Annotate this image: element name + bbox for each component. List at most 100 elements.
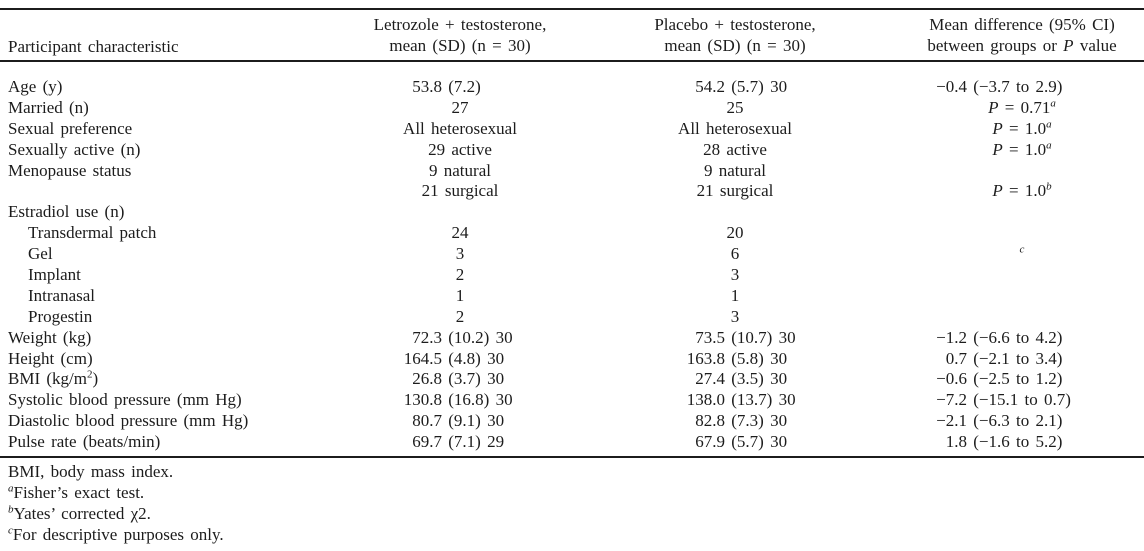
row-gel: Gel 3 6 c <box>0 244 1144 265</box>
footnote-marker: a <box>1046 139 1052 152</box>
cell-difference: −7.2 (−15.1 to 0.7) <box>936 390 1071 410</box>
cell-letrozole: 53.8 (7.2) <box>412 77 481 96</box>
footnote-marker: a <box>1050 97 1056 110</box>
cell-empty <box>340 202 580 223</box>
row-label: Diastolic blood pressure (mm Hg) <box>8 411 249 431</box>
row-label: Height (cm) <box>8 348 93 368</box>
row-label: Weight (kg) <box>8 327 92 347</box>
cell-difference: −1.2 (−6.6 to 4.2) <box>936 327 1063 347</box>
row-label: Sexually active (n) <box>8 139 141 159</box>
cell-empty <box>890 286 1144 307</box>
cell-empty <box>890 307 1144 328</box>
footnote-marker: a <box>8 482 14 495</box>
row-label: BMI (kg/m2) <box>8 368 99 389</box>
cell-empty <box>890 202 1144 223</box>
cell-placebo: 54.2 (5.7) 30 <box>695 77 788 96</box>
cell-placebo: 27.4 (3.5) 30 <box>695 369 788 389</box>
header-mean-difference-line2: between groups or P value <box>927 36 1117 55</box>
row-estradiol-use: Estradiol use (n) <box>0 202 1144 223</box>
row-menopause-status: Menopause status 9 natural 9 natural <box>0 161 1144 182</box>
table-top-rule <box>0 8 1144 10</box>
row-sexually-active: Sexually active (n) 29 active 28 active … <box>0 140 1144 161</box>
header-letrozole-group: Letrozole + testosterone, mean (SD) (n =… <box>340 10 580 60</box>
row-weight: Weight (kg) 72.3 (10.2) 30 73.5 (10.7) 3… <box>0 328 1144 349</box>
footnote-abbreviation: BMI, body mass index. <box>8 462 174 482</box>
cell-placebo: 73.5 (10.7) 30 <box>695 327 796 347</box>
table-header-row: Participant characteristic Letrozole + t… <box>0 10 1144 60</box>
cell-p-value: P = 1.0a <box>992 139 1052 159</box>
cell-placebo: 21 surgical <box>696 181 774 201</box>
cell-p-value: P = 0.71a <box>988 97 1056 117</box>
cell-placebo: 138.0 (13.7) 30 <box>686 390 796 410</box>
cell-letrozole: 26.8 (3.7) 30 <box>412 369 505 389</box>
row-systolic-bp: Systolic blood pressure (mm Hg) 130.8 (1… <box>0 390 1144 411</box>
cell-letrozole: 2 <box>455 265 465 285</box>
footnote-marker: b <box>8 503 14 516</box>
row-pulse-rate: Pulse rate (beats/min) 69.7 (7.1) 29 67.… <box>0 432 1144 453</box>
cell-difference: 1.8 (−1.6 to 5.2) <box>945 432 1063 452</box>
cell-placebo: 67.9 (5.7) 30 <box>695 432 788 452</box>
cell-difference: −0.4 (−3.7 to 2.9) <box>936 77 1063 96</box>
row-label: Married (n) <box>8 97 89 117</box>
cell-letrozole: 3 <box>455 244 465 264</box>
row-age: Age (y) 53.8 (7.2) 54.2 (5.7) 30 −0.4 (−… <box>0 77 1144 98</box>
header-placebo-line1: Placebo + testosterone, <box>654 15 816 34</box>
cell-difference: −0.6 (−2.5 to 1.2) <box>936 369 1063 389</box>
row-intranasal: Intranasal 1 1 <box>0 286 1144 307</box>
row-married: Married (n) 27 25 P = 0.71a <box>0 98 1144 119</box>
footnote-b: bYates’ corrected χ2. <box>8 503 151 524</box>
cell-empty <box>890 265 1144 286</box>
header-placebo-group: Placebo + testosterone, mean (SD) (n = 3… <box>580 10 890 60</box>
row-label: Progestin <box>28 306 93 326</box>
cell-empty <box>580 202 890 223</box>
cell-letrozole: 1 <box>455 285 465 305</box>
cell-placebo: 20 <box>726 223 744 243</box>
cell-letrozole: All heterosexual <box>403 118 517 138</box>
cell-placebo: 9 natural <box>704 160 766 180</box>
cell-letrozole: 9 natural <box>429 160 491 180</box>
cell-letrozole: 29 active <box>428 139 492 159</box>
table-bottom-rule <box>0 456 1144 459</box>
row-label: Menopause status <box>8 160 132 180</box>
cell-letrozole: 130.8 (16.8) 30 <box>403 390 513 410</box>
footnote-marker: b <box>1046 180 1052 193</box>
cell-difference: 0.7 (−2.1 to 3.4) <box>945 348 1063 368</box>
header-mean-difference: Mean difference (95% CI) between groups … <box>890 10 1144 60</box>
header-letrozole-line1: Letrozole + testosterone, <box>373 15 547 34</box>
footnote-marker: c <box>8 524 13 537</box>
cell-p-value: P = 1.0a <box>992 118 1052 138</box>
row-label: Estradiol use (n) <box>8 202 125 222</box>
header-placebo-line2: mean (SD) (n = 30) <box>664 36 806 55</box>
cell-placebo: 28 active <box>703 139 767 159</box>
cell-placebo: 82.8 (7.3) 30 <box>695 411 788 431</box>
table-body: Age (y) 53.8 (7.2) 54.2 (5.7) 30 −0.4 (−… <box>0 62 1144 456</box>
row-label: Transdermal patch <box>28 223 157 243</box>
footnote-marker: a <box>1046 118 1052 131</box>
row-label: Implant <box>28 265 81 285</box>
row-bmi: BMI (kg/m2) 26.8 (3.7) 30 27.4 (3.5) 30 … <box>0 369 1144 390</box>
header-divider-rule <box>0 60 1144 62</box>
cell-letrozole: 27 <box>451 97 469 117</box>
cell-placebo: 25 <box>726 97 744 117</box>
row-label <box>0 181 340 202</box>
cell-placebo: 163.8 (5.8) 30 <box>686 348 788 368</box>
cell-empty <box>890 161 1144 182</box>
row-height: Height (cm) 164.5 (4.8) 30 163.8 (5.8) 3… <box>0 349 1144 370</box>
cell-footnote-marker: c <box>890 244 1144 265</box>
footnote-a: aFisher’s exact test. <box>8 482 145 503</box>
row-menopause-status-cont: 21 surgical 21 surgical P = 1.0b <box>0 181 1144 202</box>
cell-letrozole: 69.7 (7.1) 29 <box>412 432 505 452</box>
cell-placebo: 6 <box>730 244 740 264</box>
row-implant: Implant 2 3 <box>0 265 1144 286</box>
cell-letrozole: 72.3 (10.2) 30 <box>412 327 513 347</box>
header-letrozole-line2: mean (SD) (n = 30) <box>389 36 531 55</box>
row-label: Age (y) <box>8 77 63 96</box>
row-sexual-preference: Sexual preference All heterosexual All h… <box>0 119 1144 140</box>
cell-p-value: P = 1.0b <box>992 180 1052 201</box>
row-progestin: Progestin 2 3 <box>0 307 1144 328</box>
row-label: Systolic blood pressure (mm Hg) <box>8 390 242 410</box>
table-footnotes: BMI, body mass index. aFisher’s exact te… <box>0 458 1144 545</box>
footnote-c: cFor descriptive purposes only. <box>8 524 224 545</box>
row-transdermal-patch: Transdermal patch 24 20 <box>0 223 1144 244</box>
